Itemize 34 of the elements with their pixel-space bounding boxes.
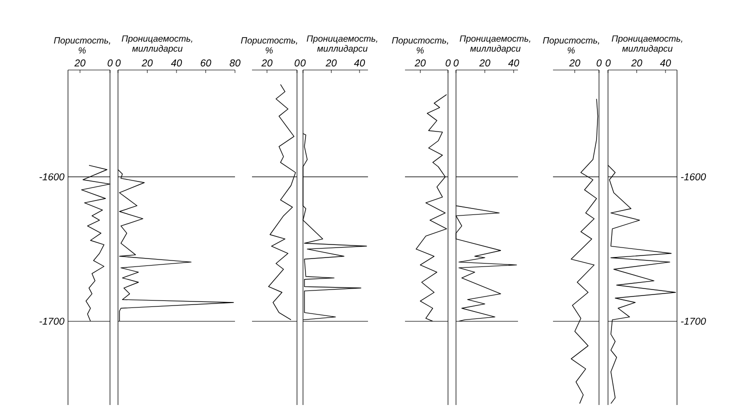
x-tick-label: 40 [171,59,182,66]
x-axis-title: Проницаемость, миллидарси [122,35,192,54]
x-tick-label: 0 [108,59,113,66]
y-tick-label: -1600 [40,173,64,180]
x-axis-title: Проницаемость, миллидарси [306,35,378,54]
x-tick-label: 20 [631,59,642,66]
x-tick-label: 0 [294,59,300,66]
x-tick-label: 60 [200,59,212,66]
x-tick-label: 0 [596,59,602,66]
x-tick-label: 20 [142,59,153,66]
x-tick-label: 0 [606,59,611,66]
x-axis-title: Пористость, % [542,37,600,54]
x-tick-label: 20 [414,59,426,66]
x-tick-label: 0 [454,59,459,66]
x-axis-title: Пористость, % [240,37,298,54]
x-tick-label: 40 [508,59,520,66]
x-tick-label: 20 [326,59,337,66]
x-tick-label: 20 [479,59,490,66]
x-tick-label: 40 [354,59,365,66]
y-tick-label: -1600 [681,173,706,180]
y-tick-label: -1700 [40,318,64,325]
x-tick-label: 80 [230,59,240,66]
x-axis-title: Проницаемость, миллидарси [460,35,530,54]
x-axis-title: Пористость, % [392,37,448,54]
y-tick-label: -1700 [681,318,706,325]
x-tick-label: 0 [300,59,306,66]
x-tick-label: 20 [261,59,272,66]
x-tick-label: 20 [74,59,86,66]
x-tick-label: 0 [446,59,451,66]
x-tick-label: 0 [116,59,121,66]
x-tick-label: 40 [660,59,671,66]
x-axis-title: Пористость, % [54,37,110,54]
x-tick-label: 20 [569,59,580,66]
x-axis-title: Проницаемость, миллидарси [612,35,682,54]
